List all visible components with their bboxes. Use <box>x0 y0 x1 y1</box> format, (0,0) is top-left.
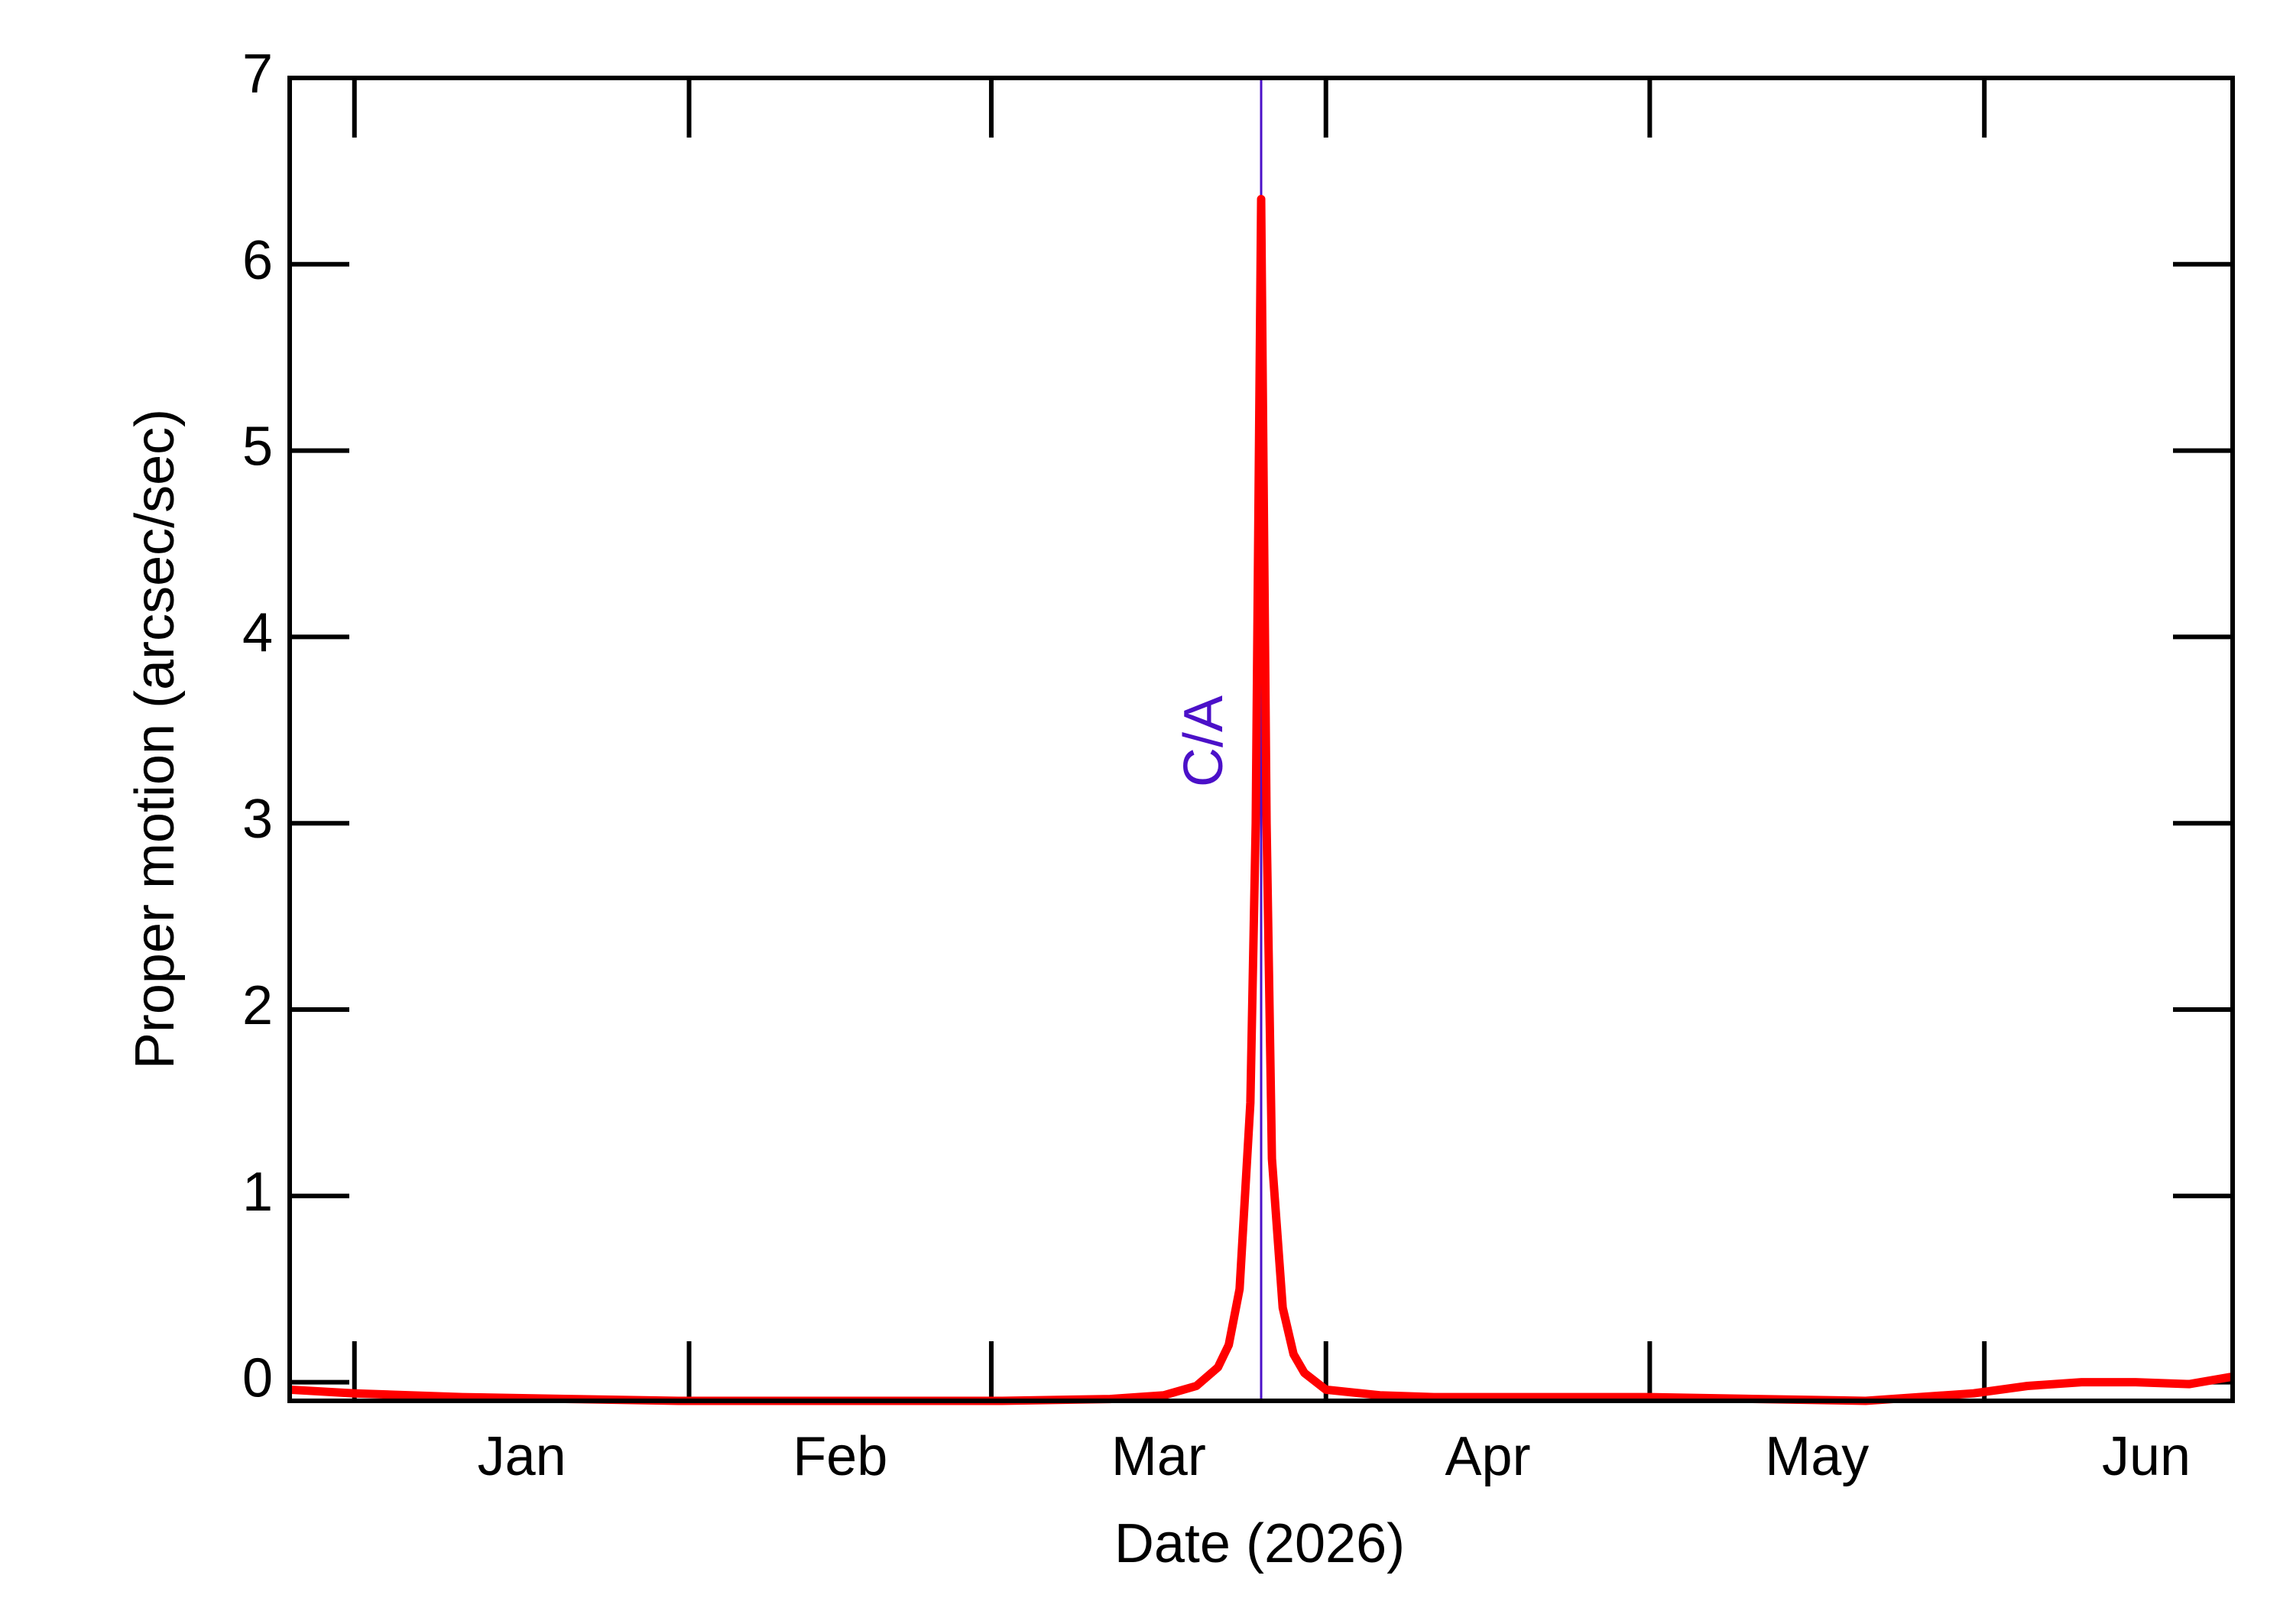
y-axis-label: Proper motion (arcsec/sec) <box>125 409 186 1069</box>
y-tick-label: 1 <box>242 1162 273 1223</box>
x-tick-label: Jun <box>2102 1426 2191 1487</box>
x-tick-label: May <box>1765 1426 1869 1487</box>
x-tick-label: Feb <box>793 1426 887 1487</box>
y-tick-label: 4 <box>242 602 273 663</box>
y-tick-label: 6 <box>242 230 273 291</box>
x-axis-label: Date (2026) <box>1114 1513 1405 1574</box>
x-tick-label: Mar <box>1111 1426 1206 1487</box>
closest-approach-label: C/A <box>1173 695 1234 787</box>
y-tick-label: 7 <box>242 44 273 105</box>
x-tick-label: Jan <box>478 1426 566 1487</box>
x-tick-label: Apr <box>1445 1426 1531 1487</box>
y-tick-label: 2 <box>242 975 273 1036</box>
y-tick-label: 0 <box>242 1348 273 1409</box>
plot-frame <box>287 76 2235 1403</box>
y-tick-label: 5 <box>242 417 273 478</box>
y-tick-label: 3 <box>242 789 273 850</box>
